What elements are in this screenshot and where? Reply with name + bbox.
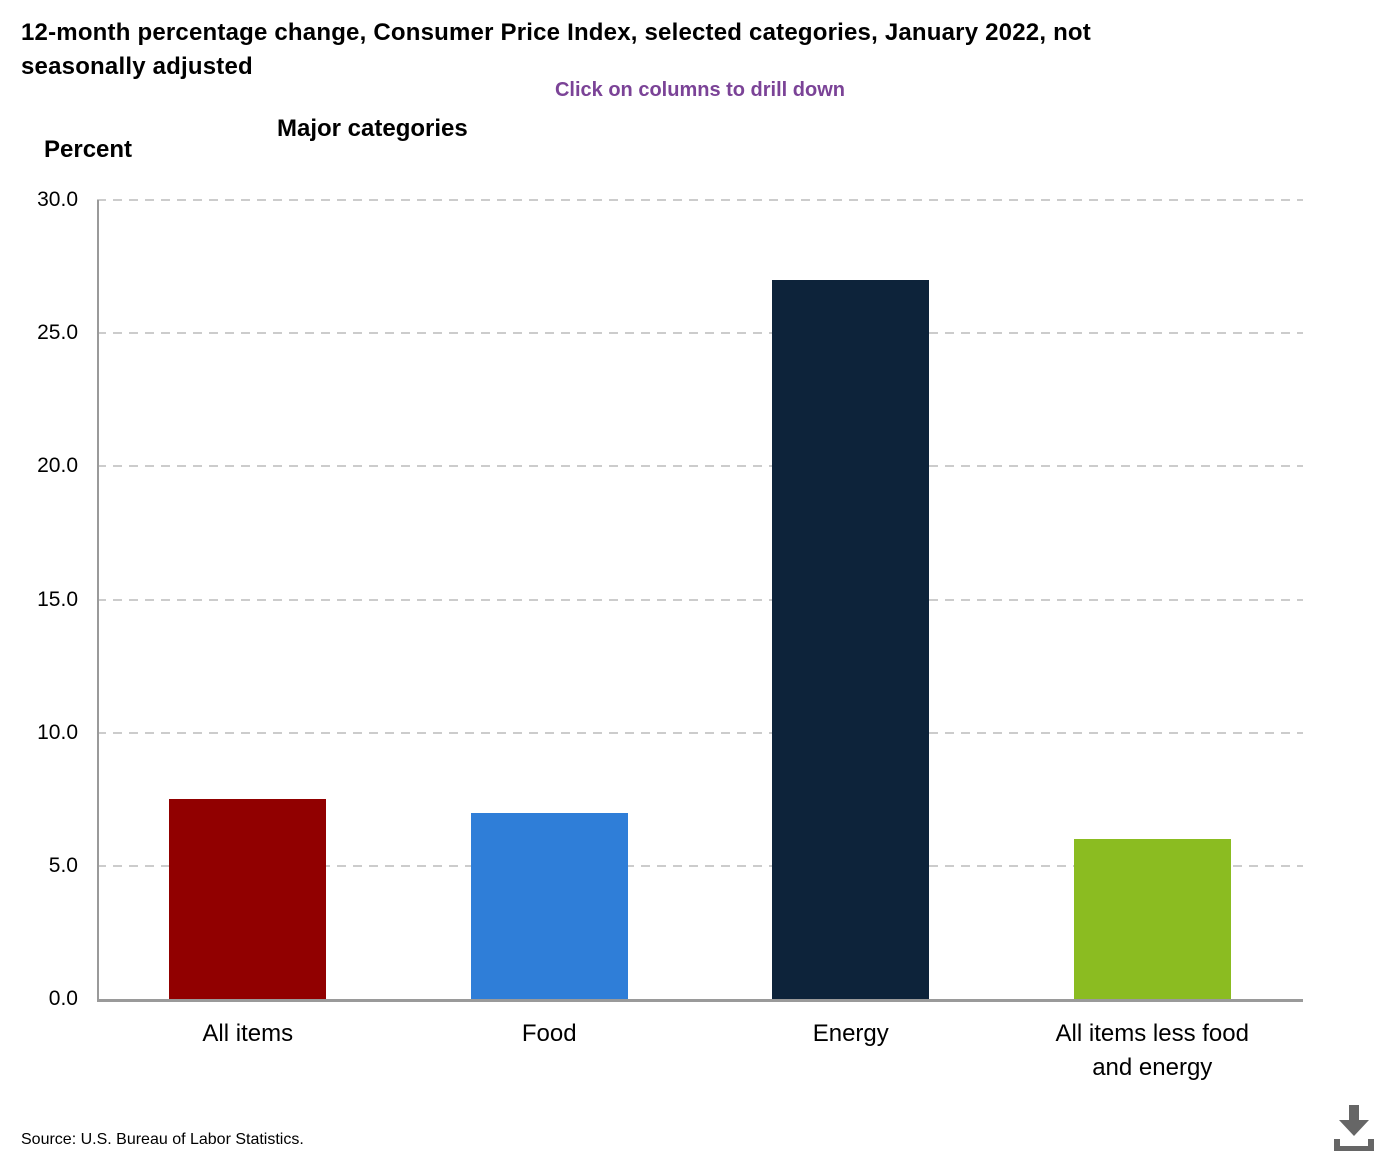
chart-title: 12-month percentage change, Consumer Pri…	[21, 19, 1091, 80]
y-tick-label: 25.0	[37, 321, 78, 345]
x-axis-baseline	[97, 999, 1303, 1002]
x-axis-label-all-items: All items	[202, 1020, 294, 1047]
y-tick-label: 15.0	[37, 587, 78, 611]
bar-all-items-less-food-and-energy[interactable]	[1073, 839, 1231, 999]
bar-all-items[interactable]	[169, 799, 327, 999]
y-tick-label: 20.0	[37, 454, 78, 478]
download-icon	[1334, 1105, 1374, 1151]
y-axis-line	[97, 200, 99, 1001]
y-tick-label: 0.0	[48, 987, 78, 1010]
y-tick-label: 5.0	[48, 853, 78, 877]
gridline-20	[97, 465, 1303, 468]
y-axis-title: Percent	[44, 136, 133, 163]
chart-subtitle: Major categories	[277, 115, 468, 142]
source-note: Source: U.S. Bureau of Labor Statistics.	[21, 1131, 304, 1148]
gridline-15	[97, 598, 1303, 601]
x-axis-label-all-items-less-food-and-energy: All items less food and energy	[1055, 1020, 1249, 1081]
x-axis-label-energy: Energy	[812, 1020, 889, 1047]
gridline-5	[97, 864, 1303, 867]
download-button[interactable]	[1328, 1100, 1380, 1158]
y-tick-label: 10.0	[37, 720, 78, 744]
drilldown-hint: Click on columns to drill down	[554, 79, 845, 101]
bar-food[interactable]	[470, 812, 628, 999]
gridline-25	[97, 332, 1303, 335]
x-axis-label-food: Food	[521, 1020, 577, 1047]
gridline-10	[97, 731, 1303, 734]
gridline-30	[97, 199, 1303, 201]
y-tick-label: 30.0	[37, 188, 78, 211]
bar-energy[interactable]	[772, 279, 930, 999]
